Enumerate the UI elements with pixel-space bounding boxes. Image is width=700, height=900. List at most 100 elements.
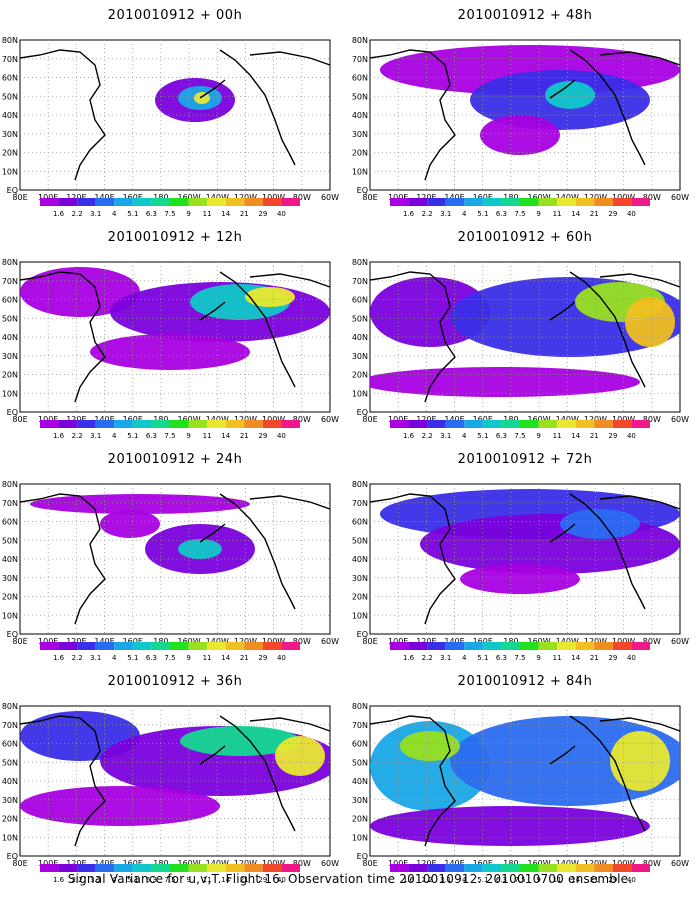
lon-tick-label: 140E <box>94 415 114 424</box>
colorbar-label: 1.6 <box>53 654 65 662</box>
colorbar-label: 6.3 <box>146 876 157 884</box>
variance-region <box>20 786 220 826</box>
colorbar-swatch <box>58 420 78 428</box>
lon-tick-label: 120W <box>584 637 607 646</box>
lon-tick-label: 80W <box>293 415 311 424</box>
colorbar-swatch <box>95 198 115 206</box>
lon-tick-label: 100E <box>38 415 58 424</box>
map-panel: 2010010912 + 48h 80N 70N 60N 50N 40N 30N 20N 10N… <box>350 0 700 222</box>
colorbar-label: 21 <box>240 876 249 884</box>
colorbar-label: 9 <box>186 210 190 218</box>
lat-tick-label: 80N <box>2 258 18 267</box>
lon-tick-label: 80W <box>293 637 311 646</box>
colorbar-swatch <box>262 864 282 872</box>
colorbar-label: 21 <box>590 432 599 440</box>
lon-tick-label: 80W <box>293 193 311 202</box>
lat-tick-label: 70N <box>352 55 368 64</box>
lon-tick-label: 140E <box>444 859 464 868</box>
lat-tick-label: 60N <box>2 296 18 305</box>
colorbar-swatch <box>281 864 300 872</box>
colorbar-label: 5.1 <box>477 876 488 884</box>
variance-region <box>560 509 640 539</box>
lon-tick-label: 120W <box>234 859 257 868</box>
lat-tick-label: 70N <box>2 721 18 730</box>
colorbar-label: 6.3 <box>146 432 157 440</box>
colorbar-swatch <box>170 198 189 206</box>
lat-tick-label: 40N <box>352 777 368 786</box>
colorbar-swatch <box>95 642 115 650</box>
colorbar-swatch <box>188 642 208 650</box>
colorbar-swatch <box>482 864 502 872</box>
colorbar-label: 6.3 <box>146 210 157 218</box>
lat-tick-label: 40N <box>2 111 18 120</box>
lon-tick-label: 100W <box>262 193 285 202</box>
colorbar-swatch <box>575 642 595 650</box>
lon-tick-label: 100E <box>38 859 58 868</box>
lon-tick-label: 160W <box>527 859 550 868</box>
colorbar-swatch <box>557 420 576 428</box>
colorbar-swatch <box>170 420 189 428</box>
lat-tick-label: 60N <box>2 74 18 83</box>
lon-tick-label: 160W <box>177 859 200 868</box>
lat-tick-label: 40N <box>2 777 18 786</box>
colorbar-swatch <box>501 642 520 650</box>
lon-tick-label: 140W <box>206 859 229 868</box>
lat-tick-label: 70N <box>352 277 368 286</box>
colorbar-label: 11 <box>553 432 562 440</box>
colorbar-swatch <box>58 198 78 206</box>
colorbar-label: 40 <box>277 654 286 662</box>
colorbar-swatch <box>445 420 465 428</box>
colorbar-label: 7.5 <box>514 654 525 662</box>
colorbar-label: 3.1 <box>440 876 451 884</box>
colorbar-swatch <box>520 864 539 872</box>
colorbar-swatch <box>390 642 409 650</box>
colorbar-swatch <box>482 642 502 650</box>
lat-tick-label: 20N <box>352 371 368 380</box>
colorbar-swatch <box>132 198 152 206</box>
colorbar-swatch <box>408 864 428 872</box>
panel-title: 2010010912 + 12h <box>107 230 243 245</box>
lat-tick-label: 50N <box>352 314 368 323</box>
lat-tick-label: 10N <box>2 833 18 842</box>
colorbar-swatch <box>225 420 245 428</box>
colorbar-label: 1.6 <box>53 876 65 884</box>
colorbar-label: 2.2 <box>422 876 433 884</box>
colorbar-label: 29 <box>258 654 267 662</box>
lon-tick-label: 120W <box>584 415 607 424</box>
lat-tick-label: EQ <box>357 186 368 195</box>
lat-tick-label: 30N <box>2 130 18 139</box>
colorbar-label: 5.1 <box>477 210 488 218</box>
coastline <box>369 271 681 403</box>
colorbar-swatch <box>538 198 558 206</box>
colorbar-label: 4 <box>462 432 467 440</box>
lon-tick-label: 100E <box>388 193 408 202</box>
colorbar-label: 14 <box>571 432 580 440</box>
colorbar-swatch <box>464 420 483 428</box>
colorbar-label: 1.6 <box>403 654 415 662</box>
lon-tick-label: 100E <box>388 859 408 868</box>
lon-tick-label: 160E <box>473 637 493 646</box>
lat-tick-label: EQ <box>7 408 18 417</box>
colorbar-label: 1.6 <box>53 210 65 218</box>
colorbar-swatch <box>520 420 539 428</box>
lat-tick-label: 20N <box>352 149 368 158</box>
map-panel: 2010010912 + 36h 80N 70N 60N 50N 40N 30N 20N 10N… <box>0 666 350 888</box>
colorbar-swatch <box>207 420 226 428</box>
lon-tick-label: 100E <box>388 637 408 646</box>
panel-title: 2010010912 + 60h <box>457 230 593 245</box>
colorbar-swatch <box>408 420 428 428</box>
colorbar-label: 3.1 <box>90 876 101 884</box>
colorbar-label: 29 <box>258 432 267 440</box>
colorbar-swatch <box>244 198 263 206</box>
lat-tick-label: 30N <box>2 352 18 361</box>
variance-region <box>194 92 210 104</box>
lon-tick-label: 80W <box>643 415 661 424</box>
lat-tick-label: 80N <box>2 702 18 711</box>
colorbar-swatch <box>262 642 282 650</box>
lon-tick-label: 140E <box>94 637 114 646</box>
colorbar-label: 7.5 <box>164 210 175 218</box>
colorbar-swatch <box>95 864 115 872</box>
